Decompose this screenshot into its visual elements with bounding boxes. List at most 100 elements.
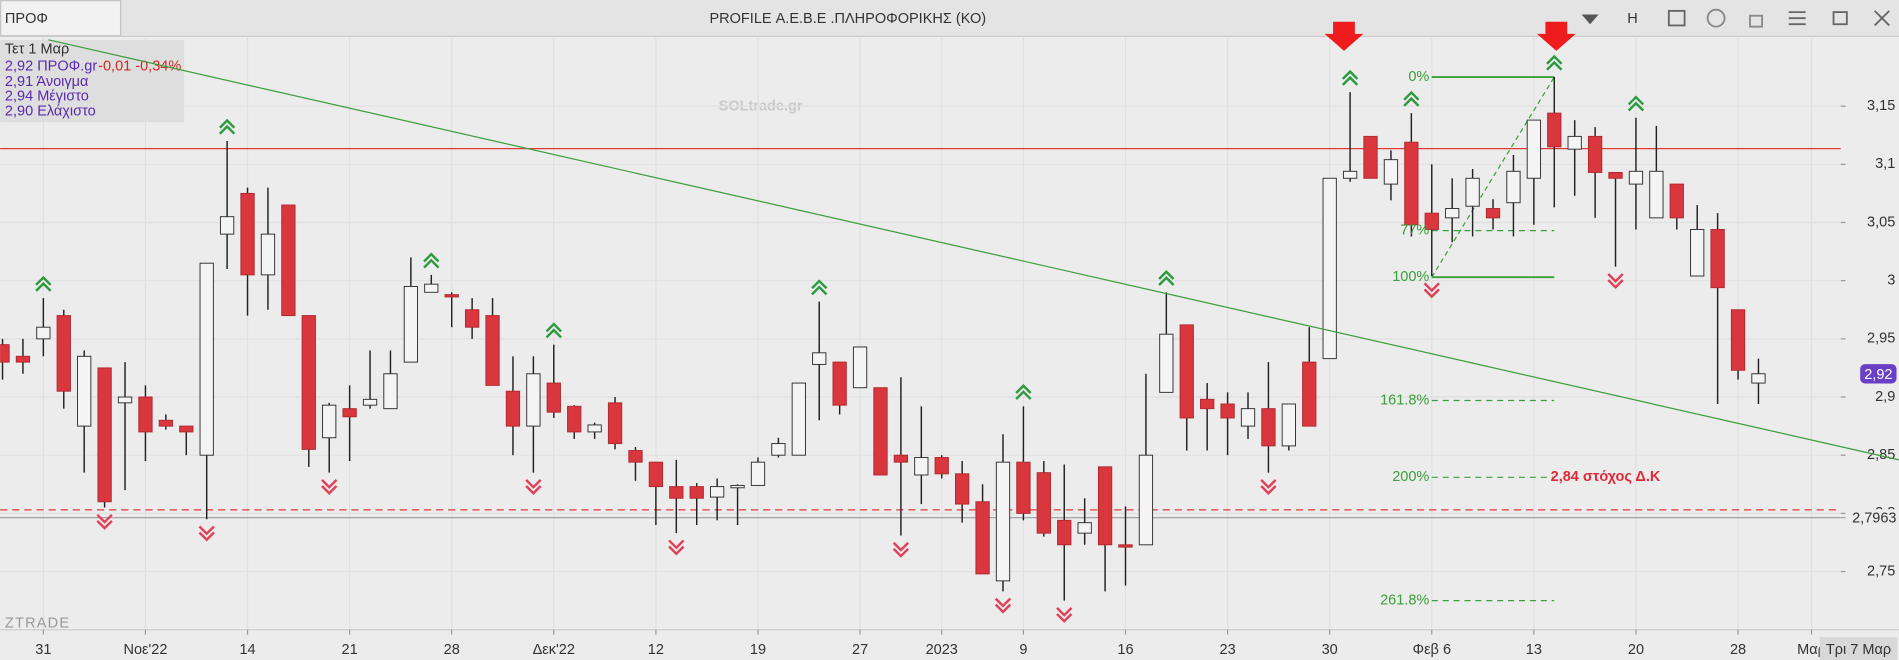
candle-body [1628,170,1644,185]
candle-body [260,233,276,276]
candle-body [1730,309,1746,371]
candle-body [709,486,725,498]
candle-body [322,404,337,439]
candle-body [1363,135,1378,179]
icon-menu[interactable] [1788,11,1806,26]
down-signal [525,479,542,495]
symbol-input[interactable] [0,0,122,37]
y-tick-label: 3,1 [1875,156,1895,172]
candle-body [56,315,71,392]
up-signal [1546,54,1563,71]
info-high: 2,94 Μέγιστο [5,89,89,105]
candle-body [1690,228,1705,277]
fib-label: 100% [1392,269,1429,285]
candle-body [1547,112,1562,148]
up-signal [1627,95,1645,112]
info-low: 2,90 Ελάχιστο [5,103,96,119]
candle-body [628,450,643,463]
candle-body [1138,454,1154,546]
up-signal [545,322,562,339]
candle-body [1649,170,1664,219]
candle-body [832,361,847,406]
icon-quote[interactable] [1706,8,1726,28]
toolbar [0,0,1899,37]
candle-body [240,192,255,276]
candle-body [1097,466,1113,546]
candle-body [97,367,112,503]
candle-body [914,457,929,476]
y-tick-label: 3,05 [1867,214,1895,230]
candle-body [791,382,806,456]
candle-body [1404,141,1419,226]
candle-body [587,424,602,433]
y-tick-label: 2,75 [1867,563,1895,579]
candle-body [1118,544,1133,548]
dropdown[interactable] [1581,14,1599,25]
alert-arrow [1324,21,1364,51]
h-button[interactable]: H [1627,11,1637,27]
trend-line [48,39,1899,461]
candle-body [1445,208,1460,219]
candle-body [199,262,214,456]
up-signal [1403,90,1420,107]
info-date: Τετ 1 Μαρ [5,41,69,57]
fib-label: 161.8% [1380,392,1429,408]
candle-body [301,315,316,450]
candle-body [0,344,10,363]
candle-body [1077,522,1092,534]
x-tick-label: 19 [750,642,766,658]
last-price-tag [1860,364,1897,384]
annotation: 2,84 στόχος Δ.Κ [1551,469,1661,485]
x-tick-label: 2023 [926,642,958,658]
candle-body [158,419,174,427]
y-tick-label: 2,85 [1867,447,1895,463]
candle-body [1179,324,1194,419]
candle-body [812,352,827,365]
candle-body [1751,373,1766,384]
fib-label: 0% [1408,69,1429,85]
candle-body [648,461,664,488]
candle-body [567,405,582,433]
x-tick-label: 30 [1322,642,1338,658]
icon-close[interactable] [1874,10,1890,27]
candle-body [1710,228,1725,289]
candle-body [383,373,398,410]
x-tick-label: 23 [1220,642,1236,658]
candle-body [893,454,909,463]
plot [0,36,1841,630]
x-tick-label: Νοε'22 [123,642,167,658]
fib-diagonal [1431,76,1555,278]
icon-window[interactable] [1667,9,1686,27]
candle-body [1424,212,1439,230]
candle-body [730,484,745,489]
candle-body [1608,171,1623,179]
candle-body [179,425,194,433]
candle-body [424,283,439,293]
x-tick-label: 27 [852,642,868,658]
candle-body [1261,408,1276,447]
candle-body [1159,333,1174,393]
x-tick-label: 28 [1730,642,1746,658]
info-change: -0,01 -0,34% [98,58,181,74]
icon-lock[interactable] [1749,14,1763,28]
candle-body [689,486,704,499]
y-tick-label: 2,95 [1867,331,1895,347]
candle-body [1302,361,1317,427]
down-signal [1056,607,1073,623]
candle-body [771,443,786,456]
up-signal [35,275,52,292]
x-tick-label: 16 [1117,642,1133,658]
down-signal [1260,479,1277,495]
candle-body [607,402,623,445]
x-tick-label: 28 [444,642,460,658]
fib-label: 261.8% [1380,592,1429,608]
icon-restore[interactable] [1832,11,1848,26]
candle-body [1200,398,1215,410]
candle-body [1587,135,1603,173]
y-tick-label: 3,15 [1867,98,1895,114]
candle-body [505,390,521,427]
x-tick-label: 14 [239,642,255,658]
candle-body [1036,472,1051,534]
x-tick-label: 20 [1628,642,1644,658]
candle-body [1057,519,1072,546]
